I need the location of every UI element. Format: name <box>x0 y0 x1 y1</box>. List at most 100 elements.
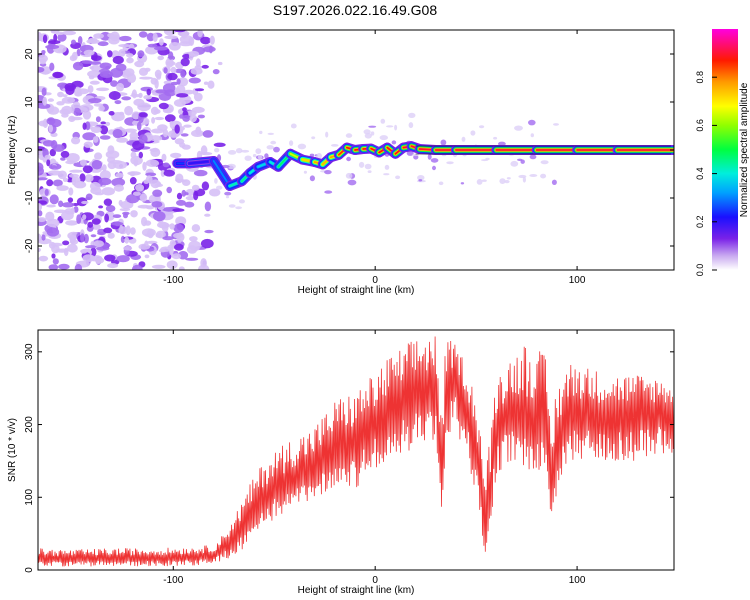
noise-blob <box>89 181 101 191</box>
noise-blob <box>104 254 116 262</box>
colorbar-tick-label: 0.8 <box>695 71 705 84</box>
noise-blob <box>207 80 215 89</box>
noise-blob <box>163 30 176 36</box>
noise-blob <box>193 190 199 201</box>
noise-blob <box>51 253 56 259</box>
noise-blob <box>255 148 262 155</box>
noise-blob <box>38 238 52 245</box>
noise-blob <box>394 124 398 131</box>
y-tick-label: 100 <box>24 488 35 505</box>
noise-blob <box>154 116 165 121</box>
noise-blob <box>460 182 465 185</box>
noise-blob <box>79 173 86 183</box>
noise-blob <box>529 154 537 160</box>
noise-blob <box>358 161 365 168</box>
noise-blob <box>46 227 60 237</box>
noise-blob <box>93 33 104 39</box>
noise-blob <box>406 150 414 156</box>
spectrogram-x-label: Height of straight line (km) <box>298 285 415 296</box>
noise-blob <box>183 89 195 95</box>
noise-blob <box>48 40 61 45</box>
noise-blob <box>80 159 87 166</box>
noise-blob <box>309 153 315 157</box>
noise-blob <box>157 55 164 61</box>
noise-blob <box>65 160 76 165</box>
noise-blob <box>202 130 214 138</box>
noise-blob <box>48 124 53 133</box>
noise-blob <box>151 201 163 208</box>
noise-blob <box>200 36 211 45</box>
noise-blob <box>42 34 48 44</box>
noise-blob <box>182 179 191 187</box>
noise-blob <box>60 150 70 158</box>
y-tick-label: -10 <box>24 190 35 205</box>
noise-blob <box>185 196 196 201</box>
noise-blob <box>152 189 163 197</box>
noise-blob <box>89 61 102 65</box>
noise-blob <box>228 204 236 208</box>
noise-blob <box>161 153 167 162</box>
noise-blob <box>195 58 201 68</box>
x-tick-label: 100 <box>569 575 586 586</box>
noise-blob <box>214 178 218 184</box>
noise-blob <box>105 205 116 212</box>
noise-blob <box>82 132 97 141</box>
noise-blob <box>150 106 159 115</box>
noise-blob <box>530 133 534 138</box>
noise-blob <box>61 210 74 221</box>
noise-blob <box>324 170 332 175</box>
noise-blob <box>347 179 357 186</box>
noise-blob <box>53 33 58 43</box>
noise-blob <box>108 111 115 116</box>
noise-blob <box>71 39 76 45</box>
colorbar-label: Normalized spectral amplitude <box>739 82 750 217</box>
noise-blob <box>94 152 103 160</box>
noise-blob <box>94 192 104 196</box>
noise-blob <box>418 179 423 182</box>
noise-blob <box>162 207 176 212</box>
noise-blob <box>289 140 294 146</box>
noise-blob <box>345 172 353 179</box>
noise-blob <box>514 125 523 131</box>
noise-blob <box>166 260 178 269</box>
noise-blob <box>204 229 214 234</box>
noise-blob <box>111 177 126 187</box>
noise-blob <box>83 141 93 148</box>
noise-blob <box>139 193 148 202</box>
noise-blob <box>52 258 59 265</box>
spectrogram-y-ticks: -20 -10 0 10 20 <box>24 48 674 253</box>
noise-blob <box>69 169 83 173</box>
noise-blob <box>173 223 184 233</box>
noise-blob <box>364 163 372 170</box>
y-tick-label: 0 <box>24 567 35 573</box>
noise-blob <box>446 161 454 165</box>
noise-blob <box>41 87 47 97</box>
noise-blob <box>162 129 169 138</box>
noise-blob <box>99 125 109 135</box>
noise-blob <box>143 179 150 184</box>
noise-blob <box>179 114 184 119</box>
noise-blob <box>309 175 315 182</box>
noise-blob <box>166 61 176 66</box>
noise-blob <box>188 77 201 84</box>
y-tick-label: 200 <box>24 416 35 433</box>
noise-blob <box>325 131 329 138</box>
noise-blob <box>49 62 55 71</box>
noise-blob <box>176 93 189 98</box>
noise-blob <box>90 64 101 72</box>
noise-blob <box>39 58 47 65</box>
noise-blob <box>135 184 145 192</box>
noise-blob <box>331 144 339 147</box>
noise-blob <box>64 83 76 92</box>
noise-blob <box>81 200 89 205</box>
noise-blob <box>160 246 172 252</box>
noise-blob <box>76 88 90 95</box>
noise-blob <box>164 114 176 123</box>
noise-blob <box>86 39 100 44</box>
noise-blob <box>113 184 124 192</box>
noise-blob <box>51 30 60 35</box>
noise-blob <box>163 169 175 177</box>
noise-blob <box>146 88 152 96</box>
noise-blob <box>143 95 153 100</box>
noise-blob <box>73 107 82 116</box>
